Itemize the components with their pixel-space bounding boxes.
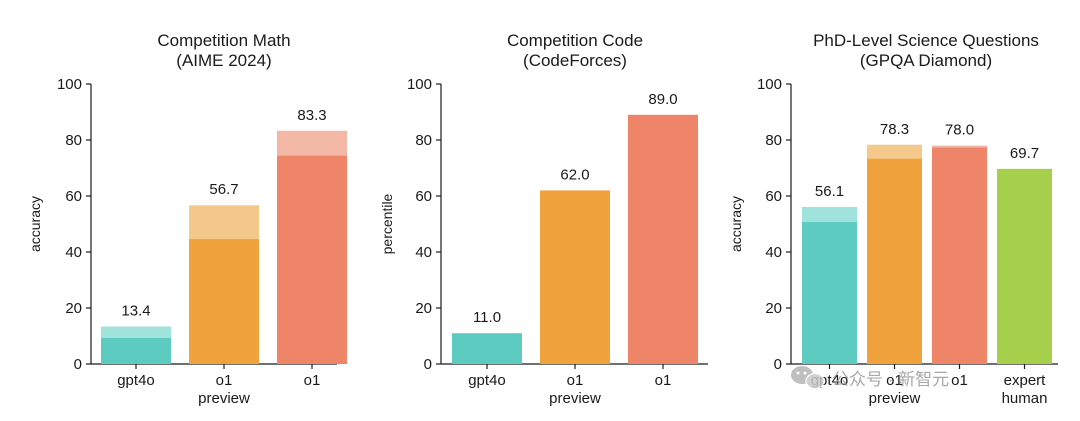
y-tick-label: 40	[765, 244, 782, 261]
y-tick-label: 80	[765, 132, 782, 149]
chart-1: Competition Math(AIME 2024) accuracy 0 20 40…	[27, 31, 347, 407]
chart-title-line-1: PhD-Level Science Questions	[813, 31, 1039, 50]
bar-base-segment	[867, 158, 922, 364]
y-tick-label: 100	[57, 76, 82, 93]
bar	[452, 333, 522, 364]
x-tick-label: expert	[1004, 372, 1047, 389]
bar-value-label: 83.3	[297, 107, 326, 124]
x-tick-label: o1	[304, 372, 321, 389]
chart-title-line-2: (GPQA Diamond)	[860, 51, 992, 70]
x-tick-label: gpt4o	[468, 372, 506, 389]
y-tick-label: 0	[74, 356, 82, 373]
chart-title-line-2: (AIME 2024)	[176, 51, 271, 70]
bar-value-label: 78.3	[880, 121, 909, 138]
x-tick-label: gpt4o	[117, 372, 155, 389]
bar	[997, 168, 1052, 364]
y-tick-label: 20	[65, 300, 82, 317]
y-tick-label: 0	[774, 356, 782, 373]
y-tick-label: 100	[757, 76, 782, 93]
x-tick-label: o1	[886, 372, 903, 389]
x-tick-label: o1	[567, 372, 584, 389]
x-tick-label: o1	[951, 372, 968, 389]
y-axis-label: accuracy	[27, 196, 43, 252]
bar	[540, 190, 610, 364]
y-tick-label: 80	[415, 132, 432, 149]
bar-base-segment	[932, 147, 987, 364]
y-tick-label: 60	[65, 188, 82, 205]
x-tick-label: preview	[198, 390, 250, 407]
x-tick-label: o1	[655, 372, 672, 389]
bar-base-segment	[802, 222, 857, 364]
y-tick-label: 20	[415, 300, 432, 317]
bar-value-label: 62.0	[560, 166, 589, 183]
y-tick-label: 0	[424, 356, 432, 373]
x-tick-label: preview	[869, 390, 921, 407]
bar-value-label: 78.0	[945, 122, 974, 139]
chart-title-line-2: (CodeForces)	[523, 51, 627, 70]
chart-title-line-1: Competition Code	[507, 31, 643, 50]
chart-3: PhD-Level Science Questions(GPQA Diamond…	[728, 31, 1058, 407]
x-tick-label: human	[1002, 390, 1048, 407]
x-tick-label: preview	[549, 390, 601, 407]
y-axis-label: accuracy	[728, 196, 744, 252]
bar-value-label: 89.0	[648, 91, 677, 108]
bar-value-label: 11.0	[473, 309, 501, 326]
y-tick-label: 80	[65, 132, 82, 149]
bar-value-label: 69.7	[1010, 145, 1039, 162]
bar-value-label: 56.7	[209, 181, 238, 198]
x-tick-label: o1	[216, 372, 233, 389]
y-tick-label: 60	[415, 188, 432, 205]
y-tick-label: 40	[415, 244, 432, 261]
y-tick-label: 100	[407, 76, 432, 93]
y-axis-label: percentile	[379, 193, 395, 254]
chart-title-line-1: Competition Math	[157, 31, 290, 50]
wechat-icon	[791, 366, 825, 390]
bar-value-label: 56.1	[815, 183, 844, 200]
bar	[628, 114, 698, 364]
y-tick-label: 40	[65, 244, 82, 261]
bar-value-label: 13.4	[121, 302, 150, 319]
y-tick-label: 20	[765, 300, 782, 317]
bar-base-segment	[101, 337, 171, 364]
bar-base-segment	[277, 155, 347, 364]
bar-base-segment	[189, 239, 259, 364]
chart-2: Competition Code(CodeForces) percentile 0 2…	[379, 31, 708, 407]
watermark: 公众号 · 新智元	[791, 366, 949, 390]
y-tick-label: 60	[765, 188, 782, 205]
watermark-text: 公众号 · 新智元	[832, 370, 949, 389]
